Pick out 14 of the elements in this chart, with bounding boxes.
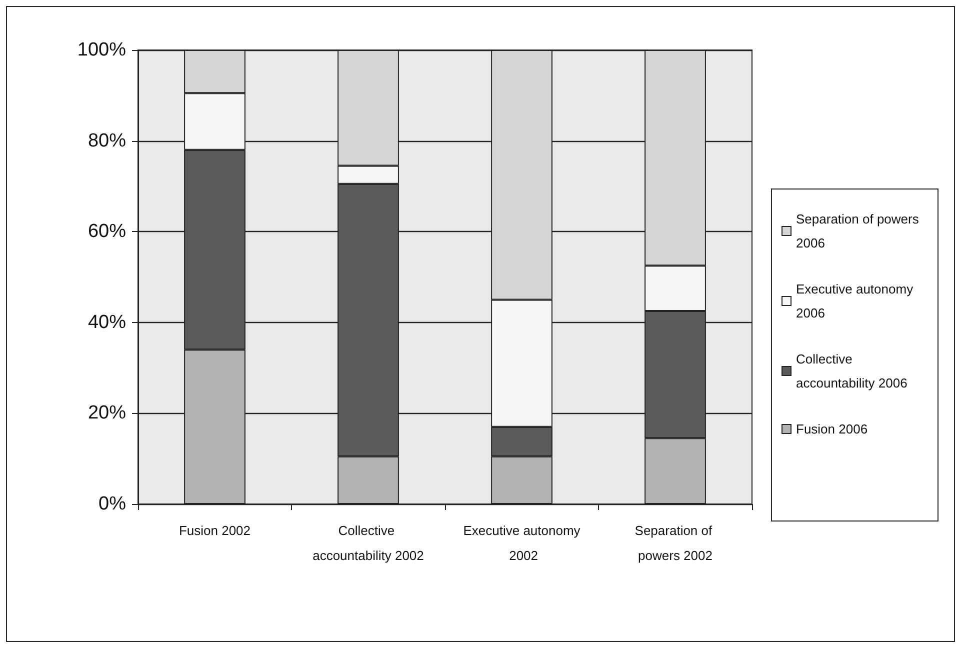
x-tick-label: Fusion 2002 xyxy=(178,523,251,538)
legend-label: Collective accountability 2006 xyxy=(796,352,908,390)
x-tick-label: Executive autonomy 2002 xyxy=(463,523,581,563)
x-tick-label: Collective accountability 2002 xyxy=(312,523,424,563)
y-tick-label: 40% xyxy=(88,312,126,333)
y-tick-label: 100% xyxy=(77,40,126,60)
x-tick-label: Separation of powers 2002 xyxy=(634,523,716,563)
y-tick-label: 80% xyxy=(88,130,126,152)
legend-label: Executive autonomy 2006 xyxy=(796,282,917,320)
y-tick-label: 0% xyxy=(98,494,126,514)
legend-label: Fusion 2006 xyxy=(796,422,868,436)
y-tick-label: 20% xyxy=(88,402,126,424)
legend-label: Separation of powers 2006 xyxy=(796,212,922,250)
y-tick-label: 60% xyxy=(88,221,126,242)
